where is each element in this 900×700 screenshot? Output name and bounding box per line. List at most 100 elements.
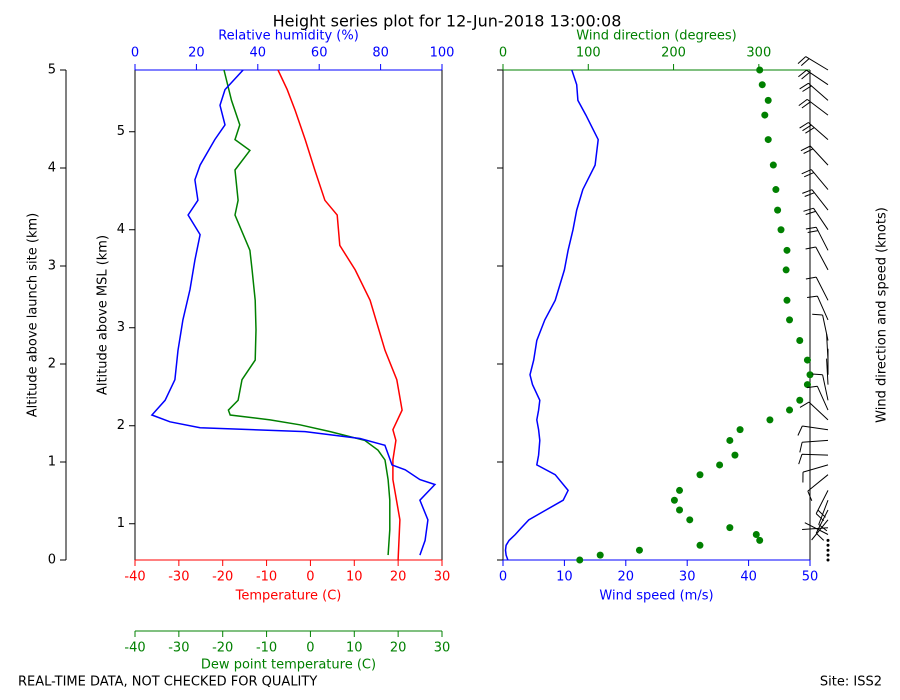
direction-dot: [764, 136, 772, 144]
wind-barb: [826, 334, 829, 361]
direction-dot: [731, 451, 739, 459]
direction-dot: [774, 206, 782, 214]
tick-label: 0: [306, 570, 314, 585]
tick-label: 40: [250, 46, 267, 61]
tick-label: 200: [661, 46, 686, 61]
tick-label: 80: [372, 46, 389, 61]
wind-barb: [802, 189, 829, 211]
wind-barb: [805, 276, 829, 301]
wind-barb: [815, 509, 829, 541]
chart-title: Height series plot for 12-Jun-2018 13:00…: [273, 12, 622, 31]
wind-barb: [803, 207, 829, 230]
tick-label: -20: [212, 641, 233, 656]
direction-dot: [803, 356, 811, 364]
tick-label: 0: [499, 46, 507, 61]
direction-dot: [736, 426, 744, 434]
direction-dot: [796, 336, 804, 344]
wind-barb: [818, 500, 829, 532]
tick-label: 5: [117, 124, 125, 139]
direction-dot: [596, 551, 604, 559]
tick-label: -30: [168, 570, 189, 585]
axis-label: Wind direction (degrees): [576, 29, 736, 44]
tick-label: -10: [256, 641, 277, 656]
wind-barb: [826, 358, 829, 385]
profile-line: [277, 69, 403, 561]
wind-barb: [800, 145, 829, 166]
axis-label: Dew point temperature (C): [201, 658, 376, 673]
tick-label: -40: [124, 570, 145, 585]
footer-note: REAL-TIME DATA, NOT CHECKED FOR QUALITY: [18, 675, 317, 690]
tick-label: 60: [311, 46, 328, 61]
wind-barb: [799, 439, 829, 453]
tick-label: 30: [434, 570, 451, 585]
tick-label: 2: [48, 357, 56, 372]
tick-label: 30: [679, 570, 696, 585]
wind-barb: [798, 69, 829, 86]
wind-barb: [802, 464, 829, 483]
tick-label: 30: [434, 641, 451, 656]
tick-label: -30: [168, 641, 189, 656]
wind-barb: [807, 474, 829, 501]
tick-label: 0: [131, 46, 139, 61]
tick-label: 10: [346, 570, 363, 585]
direction-dot: [777, 226, 785, 234]
wind-barb: [805, 226, 829, 251]
tick-label: 0: [499, 570, 507, 585]
tick-label: 10: [556, 570, 573, 585]
direction-dot: [686, 516, 694, 524]
wind-barb: [826, 538, 830, 542]
direction-dot: [761, 111, 769, 119]
direction-dot: [782, 266, 790, 274]
axis-label: Wind speed (m/s): [599, 589, 713, 604]
wind-barb: [799, 401, 829, 421]
wind-barb: [797, 56, 829, 71]
tick-label: 4: [48, 161, 56, 176]
wind-barb: [826, 558, 830, 562]
direction-dot: [786, 406, 794, 414]
axis-label: Relative humidity (%): [218, 29, 359, 44]
wind-barb: [801, 169, 829, 190]
direction-dot: [696, 541, 704, 549]
direction-dot: [696, 471, 704, 479]
tick-label: 10: [346, 641, 363, 656]
tick-label: 20: [390, 641, 407, 656]
tick-label: 3: [48, 259, 56, 274]
tick-label: 1: [48, 455, 56, 470]
tick-label: -40: [124, 641, 145, 656]
wind-barb: [815, 490, 829, 522]
tick-label: 20: [188, 46, 205, 61]
wind-barb: [797, 425, 829, 436]
direction-dot: [806, 371, 814, 379]
wind-barb: [826, 548, 830, 552]
wind-barb: [799, 82, 829, 101]
tick-label: 3: [117, 320, 125, 335]
direction-dot: [783, 246, 791, 254]
direction-dot: [766, 416, 774, 424]
tick-label: 0: [306, 641, 314, 656]
wind-barb: [805, 246, 829, 271]
wind-barb: [798, 453, 829, 465]
tick-label: 1: [117, 516, 125, 531]
direction-dot: [769, 161, 777, 169]
wind-barb: [799, 122, 829, 140]
axis-label: Altitude above MSL (km): [96, 235, 111, 395]
wind-barb: [807, 385, 829, 411]
direction-dot: [752, 531, 760, 539]
direction-dot: [764, 96, 772, 104]
direction-dot: [756, 536, 764, 544]
speed-line: [504, 69, 599, 561]
direction-dot: [726, 436, 734, 444]
profile-line: [223, 69, 391, 556]
direction-dot: [758, 81, 766, 89]
axis-label: Altitude above launch site (km): [26, 213, 41, 417]
direction-dot: [676, 486, 684, 494]
direction-dot: [756, 66, 764, 74]
direction-dot: [786, 316, 794, 324]
direction-dot: [783, 296, 791, 304]
direction-dot: [772, 186, 780, 194]
barb-label: Wind direction and speed (knots): [875, 207, 890, 423]
direction-dot: [803, 381, 811, 389]
direction-dot: [635, 546, 643, 554]
tick-label: 4: [117, 222, 125, 237]
